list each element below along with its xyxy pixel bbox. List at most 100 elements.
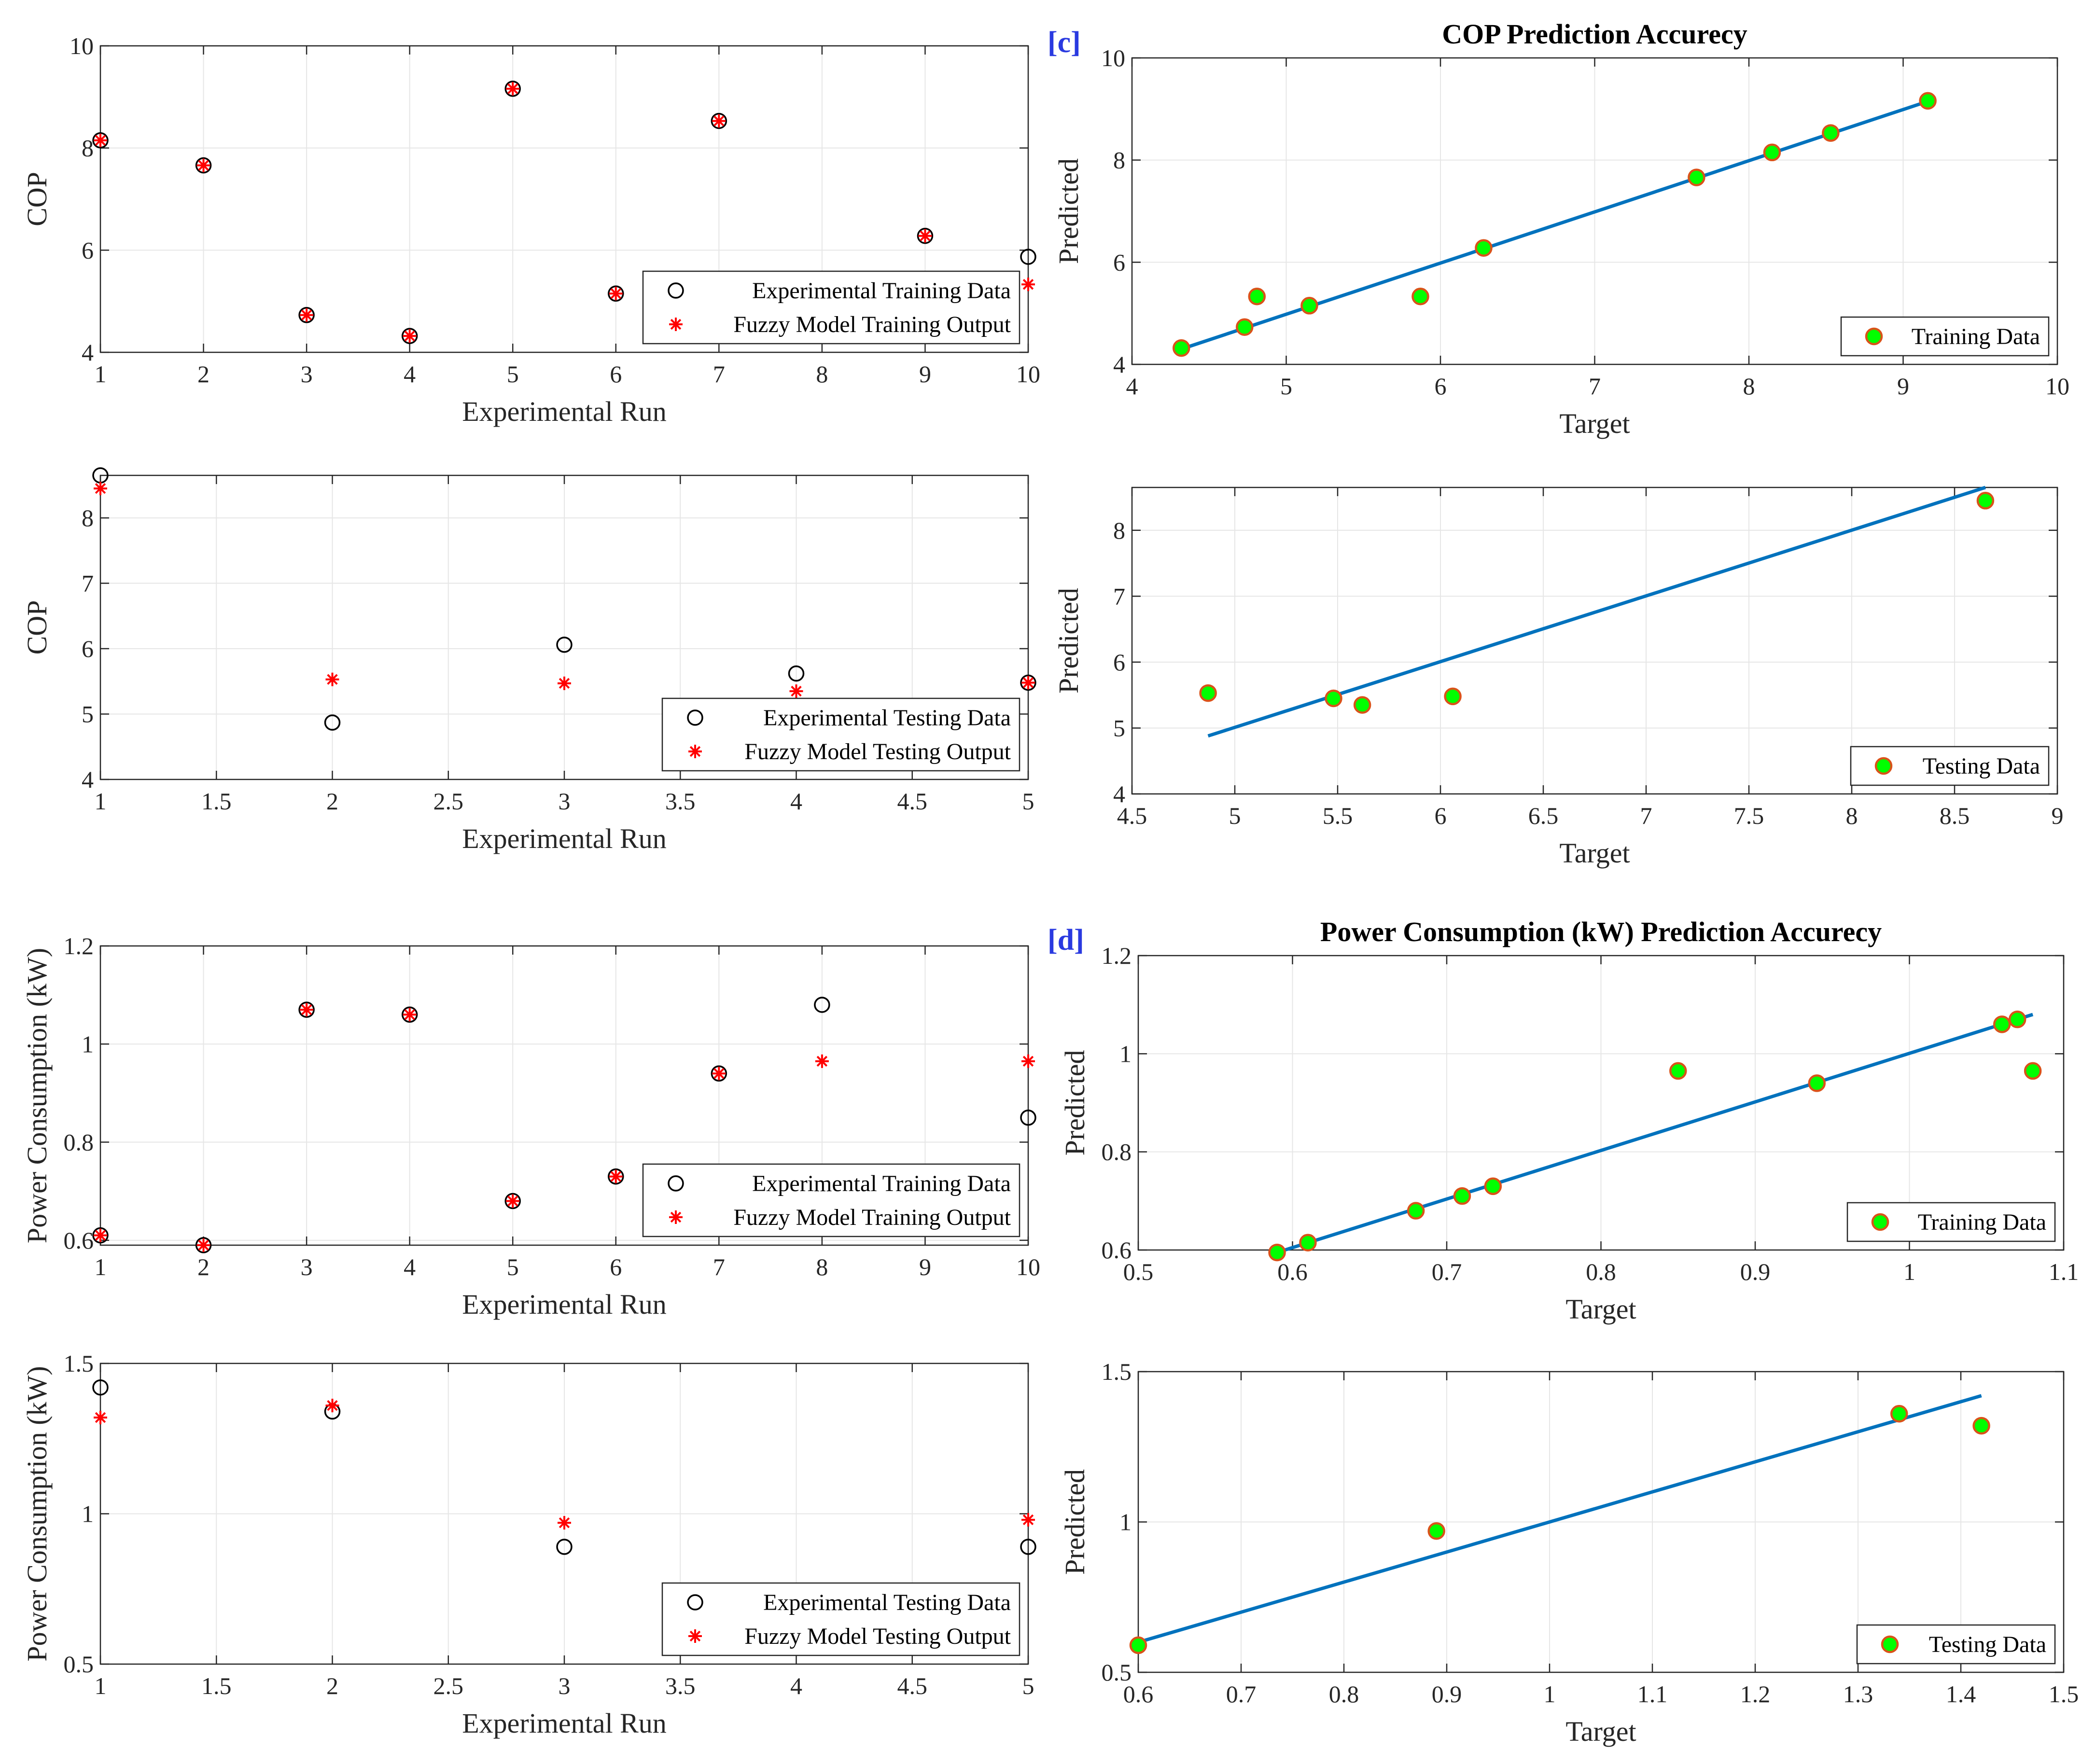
data-point-star xyxy=(712,114,726,128)
y-tick-label: 8 xyxy=(1113,517,1125,544)
legend-box xyxy=(642,270,1020,345)
data-point-dot xyxy=(2008,1010,2026,1028)
data-point-dot xyxy=(1427,1522,1445,1540)
legend: Experimental Testing Data Fuzzy Model Tes… xyxy=(661,697,1020,772)
x-tick-label: 4 xyxy=(404,361,416,388)
legend-marker-dot xyxy=(1874,757,1893,775)
series-fuzzy-model-testing-output xyxy=(94,1399,1035,1530)
x-tick-label: 9 xyxy=(919,1253,931,1280)
x-tick-label: 8 xyxy=(1743,373,1755,400)
x-tick-label: 1.5 xyxy=(201,1672,232,1699)
legend-marker-circle xyxy=(668,1175,684,1192)
y-tick-label: 8 xyxy=(82,504,94,531)
y-tick-label: 1.5 xyxy=(64,1350,94,1377)
y-tick-label: 1 xyxy=(82,1500,94,1528)
plot-frame xyxy=(99,45,1029,353)
data-point-dot xyxy=(1411,287,1429,306)
data-point-circle xyxy=(814,997,830,1013)
legend-marker-dot xyxy=(1881,1635,1899,1653)
x-tick-label: 8 xyxy=(1846,802,1858,829)
x-tick-label: 1 xyxy=(95,1253,107,1280)
data-point-circle xyxy=(298,306,315,323)
x-tick-label: 2 xyxy=(326,788,338,815)
legend-marker-star xyxy=(688,745,702,758)
data-point-circle xyxy=(92,1379,109,1396)
x-axis-label: Target xyxy=(1565,1293,1636,1325)
x-tick-label: 10 xyxy=(1016,361,1040,388)
legend-marker-star xyxy=(669,1210,683,1224)
legend-marker-star xyxy=(669,318,683,331)
x-tick-label: 8 xyxy=(816,361,828,388)
x-tick-label: 4.5 xyxy=(897,788,928,815)
series-experimental-testing-data xyxy=(92,1379,1036,1555)
chart-cop-accuracy-test: 4.5 5 5.5 6 6.5 7 7.5 8 8.5 9 4 5 6 7 8 Target Predicted… xyxy=(1053,486,2064,869)
data-point-dot xyxy=(1976,492,1995,510)
data-point-star xyxy=(815,1054,829,1068)
x-tick-label: 1 xyxy=(1903,1258,1915,1285)
data-point-dot xyxy=(1484,1177,1502,1195)
legend-entry-label: Training Data xyxy=(1918,1209,2046,1235)
legend-entry-label: Testing Data xyxy=(1923,753,2040,779)
data-point-circle xyxy=(195,1237,212,1253)
series-training-data xyxy=(1268,1010,2042,1262)
y-tick-label: 5 xyxy=(1113,714,1125,741)
data-point-dot xyxy=(1972,1417,1990,1435)
x-tick-label: 4.5 xyxy=(897,1672,928,1699)
data-point-dot xyxy=(1299,1234,1317,1251)
legend-marker-dot xyxy=(1871,1213,1889,1231)
data-point-dot xyxy=(1444,687,1462,706)
data-point-star xyxy=(94,1411,107,1425)
x-tick-label: 1 xyxy=(95,1672,107,1699)
x-tick-label: 9 xyxy=(2052,802,2064,829)
y-tick-label: 1 xyxy=(82,1030,94,1057)
x-tick-label: 5 xyxy=(1229,802,1241,829)
data-point-star xyxy=(712,1067,726,1081)
plot-area xyxy=(1132,487,2057,794)
panel-label-c: [c] xyxy=(1048,26,1081,59)
x-tick-label: 3 xyxy=(559,788,571,815)
legend-entry-label: Training Data xyxy=(1912,324,2040,349)
series-experimental-training-data xyxy=(92,997,1036,1253)
y-tick-label: 7 xyxy=(82,570,94,597)
legend: Experimental Training Data Fuzzy Model Tr… xyxy=(642,1163,1020,1237)
fit-line xyxy=(1276,1013,2034,1254)
data-point-circle xyxy=(917,227,934,244)
y-axis-label: COP xyxy=(21,172,53,226)
data-point-dot xyxy=(1199,684,1217,702)
chart-cop-test-run: 1 1.5 2 2.5 3 3.5 4 4.5 5 4 5 6 7 8 Experimental Run CO… xyxy=(21,467,1036,854)
series-testing-data xyxy=(1129,1404,1990,1654)
chart-title: COP Prediction Accurecy xyxy=(1442,18,1747,50)
x-tick-label: 10 xyxy=(2045,373,2069,400)
x-tick-label: 5 xyxy=(507,1253,519,1280)
y-tick-label: 0.8 xyxy=(64,1129,94,1156)
legend-entry-label: Experimental Training Data xyxy=(752,278,1011,304)
x-axis-label: Target xyxy=(1565,1716,1636,1747)
x-tick-label: 1.5 xyxy=(201,788,232,815)
data-point-circle xyxy=(298,1001,315,1018)
x-tick-label: 1.5 xyxy=(2049,1681,2079,1708)
y-axis-label: Power Consumption (kW) xyxy=(21,1366,53,1661)
y-axis-label: Predicted xyxy=(1053,158,1084,264)
data-point-dot xyxy=(1822,124,1840,142)
x-tick-label: 3 xyxy=(301,361,313,388)
legend-marker-circle xyxy=(687,1594,703,1611)
chart-title: Power Consumption (kW) Prediction Accure… xyxy=(1320,916,1882,947)
y-axis-label: Predicted xyxy=(1059,1050,1090,1155)
series-fuzzy-model-training-output xyxy=(94,82,1035,343)
x-tick-label: 1.2 xyxy=(1740,1681,1771,1708)
x-tick-label: 6 xyxy=(1435,802,1447,829)
data-point-dot xyxy=(1129,1636,1147,1654)
y-tick-label: 6 xyxy=(82,635,94,662)
y-tick-label: 4 xyxy=(1113,780,1125,807)
y-axis-label: COP xyxy=(21,600,53,655)
data-point-circle xyxy=(608,1168,624,1185)
x-tick-label: 7.5 xyxy=(1734,802,1764,829)
x-tick-label: 8.5 xyxy=(1940,802,1970,829)
data-point-circle xyxy=(92,1227,109,1244)
data-point-dot xyxy=(1325,689,1342,708)
data-point-star xyxy=(1021,278,1035,292)
x-tick-label: 4 xyxy=(404,1253,416,1280)
y-tick-label: 1.2 xyxy=(1102,942,1132,969)
